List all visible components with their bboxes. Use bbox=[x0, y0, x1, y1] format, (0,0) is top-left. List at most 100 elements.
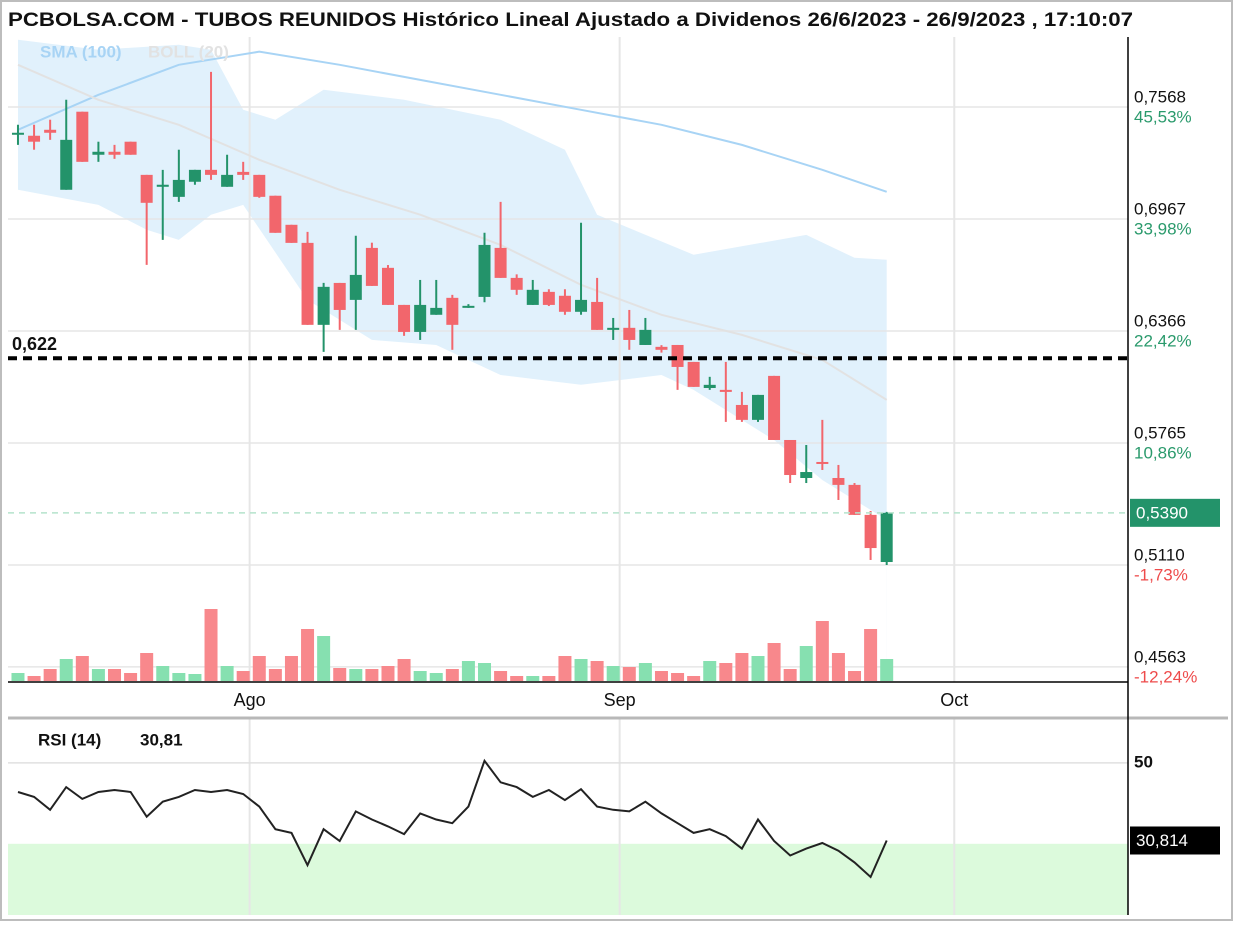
x-tick-label: Ago bbox=[234, 690, 266, 710]
volume-bar bbox=[59, 659, 73, 681]
volume-bar bbox=[542, 676, 556, 681]
volume-bar bbox=[413, 671, 427, 681]
volume-bar bbox=[445, 669, 459, 681]
rsi-line bbox=[17, 758, 888, 879]
candle-body bbox=[510, 277, 523, 290]
candle-body bbox=[591, 301, 604, 330]
candle-body bbox=[349, 274, 362, 300]
candle-body bbox=[735, 404, 748, 420]
candle-body bbox=[671, 344, 684, 367]
volume-bar bbox=[397, 659, 411, 681]
oversold-zone bbox=[8, 843, 1128, 915]
volume-bar bbox=[478, 663, 492, 681]
x-tick-label: Oct bbox=[940, 690, 968, 710]
candle-body bbox=[285, 224, 298, 243]
y-tick-label: 0,6366 bbox=[1134, 311, 1186, 330]
y-tick-label: 0,5110 bbox=[1134, 545, 1185, 564]
candle-body bbox=[269, 195, 282, 233]
volume-bar bbox=[848, 671, 862, 681]
volume-bar bbox=[43, 669, 57, 681]
volume-bar bbox=[91, 669, 105, 681]
volume-bar bbox=[461, 661, 475, 681]
candle-body bbox=[172, 179, 185, 197]
legend-entry: BOLL (20) bbox=[148, 42, 229, 61]
volume-bar bbox=[349, 669, 363, 681]
volume-bar bbox=[606, 666, 620, 681]
candle-body bbox=[880, 512, 893, 563]
candle-body bbox=[156, 184, 169, 187]
volume-bar bbox=[638, 663, 652, 681]
candle-body bbox=[687, 361, 700, 387]
candle-body bbox=[768, 375, 781, 440]
candle-body bbox=[205, 169, 218, 175]
candle-body bbox=[784, 439, 797, 476]
chart-title: PCBOLSA.COM - TUBOS REUNIDOS Histórico L… bbox=[8, 10, 1133, 31]
volume-bar bbox=[220, 666, 234, 681]
candle-body bbox=[11, 132, 24, 135]
indicator-line bbox=[17, 50, 888, 193]
candle-body bbox=[44, 129, 57, 133]
bollinger-lower bbox=[18, 189, 887, 683]
candle-body bbox=[430, 307, 443, 315]
candle-body bbox=[478, 244, 491, 297]
volume-bar bbox=[735, 653, 749, 681]
candle-body bbox=[253, 174, 266, 197]
rsi-last-box bbox=[1130, 826, 1220, 855]
candle-body bbox=[124, 141, 137, 155]
candle-body bbox=[221, 174, 234, 187]
indicator-line bbox=[17, 63, 888, 401]
volume-bar bbox=[204, 609, 218, 681]
volume-bar bbox=[301, 629, 315, 681]
volume-bar bbox=[365, 669, 379, 681]
volume-bar bbox=[751, 656, 765, 681]
candle-body bbox=[623, 327, 636, 340]
volume-bar bbox=[107, 669, 121, 681]
candle-body bbox=[542, 291, 555, 305]
last-price-box bbox=[1130, 498, 1220, 527]
candle-body bbox=[494, 247, 507, 278]
candle-body bbox=[703, 384, 716, 389]
candle-body bbox=[108, 151, 121, 155]
y2-tick-label: 45,53% bbox=[1134, 108, 1192, 127]
candle-body bbox=[381, 267, 394, 305]
last-price-label: 0,5390 bbox=[1136, 503, 1188, 522]
volume-bar bbox=[815, 621, 829, 681]
rsi-value: 30,81 bbox=[140, 730, 183, 749]
candle-body bbox=[800, 472, 813, 478]
y2-tick-label: 33,98% bbox=[1134, 220, 1192, 239]
y-tick-label: 0,7568 bbox=[1134, 88, 1186, 107]
plot-layer: 0,7568 0,6967 0,6366 0,5765 0,5110 0,4563 45,5… bbox=[8, 37, 1220, 915]
y-tick-label: 50 bbox=[1134, 752, 1153, 771]
candle-body bbox=[816, 461, 829, 464]
volume-bar bbox=[831, 653, 845, 681]
candle-body bbox=[558, 295, 571, 312]
volume-bar bbox=[284, 656, 298, 681]
y2-tick-label: 22,42% bbox=[1134, 332, 1192, 351]
candle-body bbox=[719, 389, 732, 392]
volume-bar bbox=[864, 629, 878, 681]
volume-bar bbox=[75, 656, 89, 681]
candle-body bbox=[639, 329, 652, 345]
volume-bar bbox=[590, 661, 604, 681]
candle-body bbox=[446, 297, 459, 325]
y-tick-label: 0,4563 bbox=[1134, 647, 1186, 666]
volume-bar bbox=[767, 643, 781, 681]
level-label: 0,622 bbox=[12, 334, 57, 354]
candle-body bbox=[188, 169, 201, 182]
candle-body bbox=[526, 289, 539, 305]
volume-bar bbox=[574, 659, 588, 681]
volume-bar bbox=[783, 669, 797, 681]
candle-body bbox=[751, 394, 764, 420]
candle-body bbox=[301, 242, 314, 325]
candle-body bbox=[575, 299, 588, 312]
candle-body bbox=[237, 171, 250, 175]
volume-bar bbox=[494, 671, 508, 681]
volume-bar bbox=[719, 663, 733, 681]
volume-bar bbox=[11, 673, 25, 681]
volume-bar bbox=[172, 673, 186, 681]
volume-bar bbox=[317, 636, 331, 681]
candle-body bbox=[607, 327, 620, 330]
volume-bar bbox=[381, 666, 395, 681]
y-tick-label: 0,5765 bbox=[1134, 423, 1186, 442]
candle-body bbox=[76, 111, 89, 162]
